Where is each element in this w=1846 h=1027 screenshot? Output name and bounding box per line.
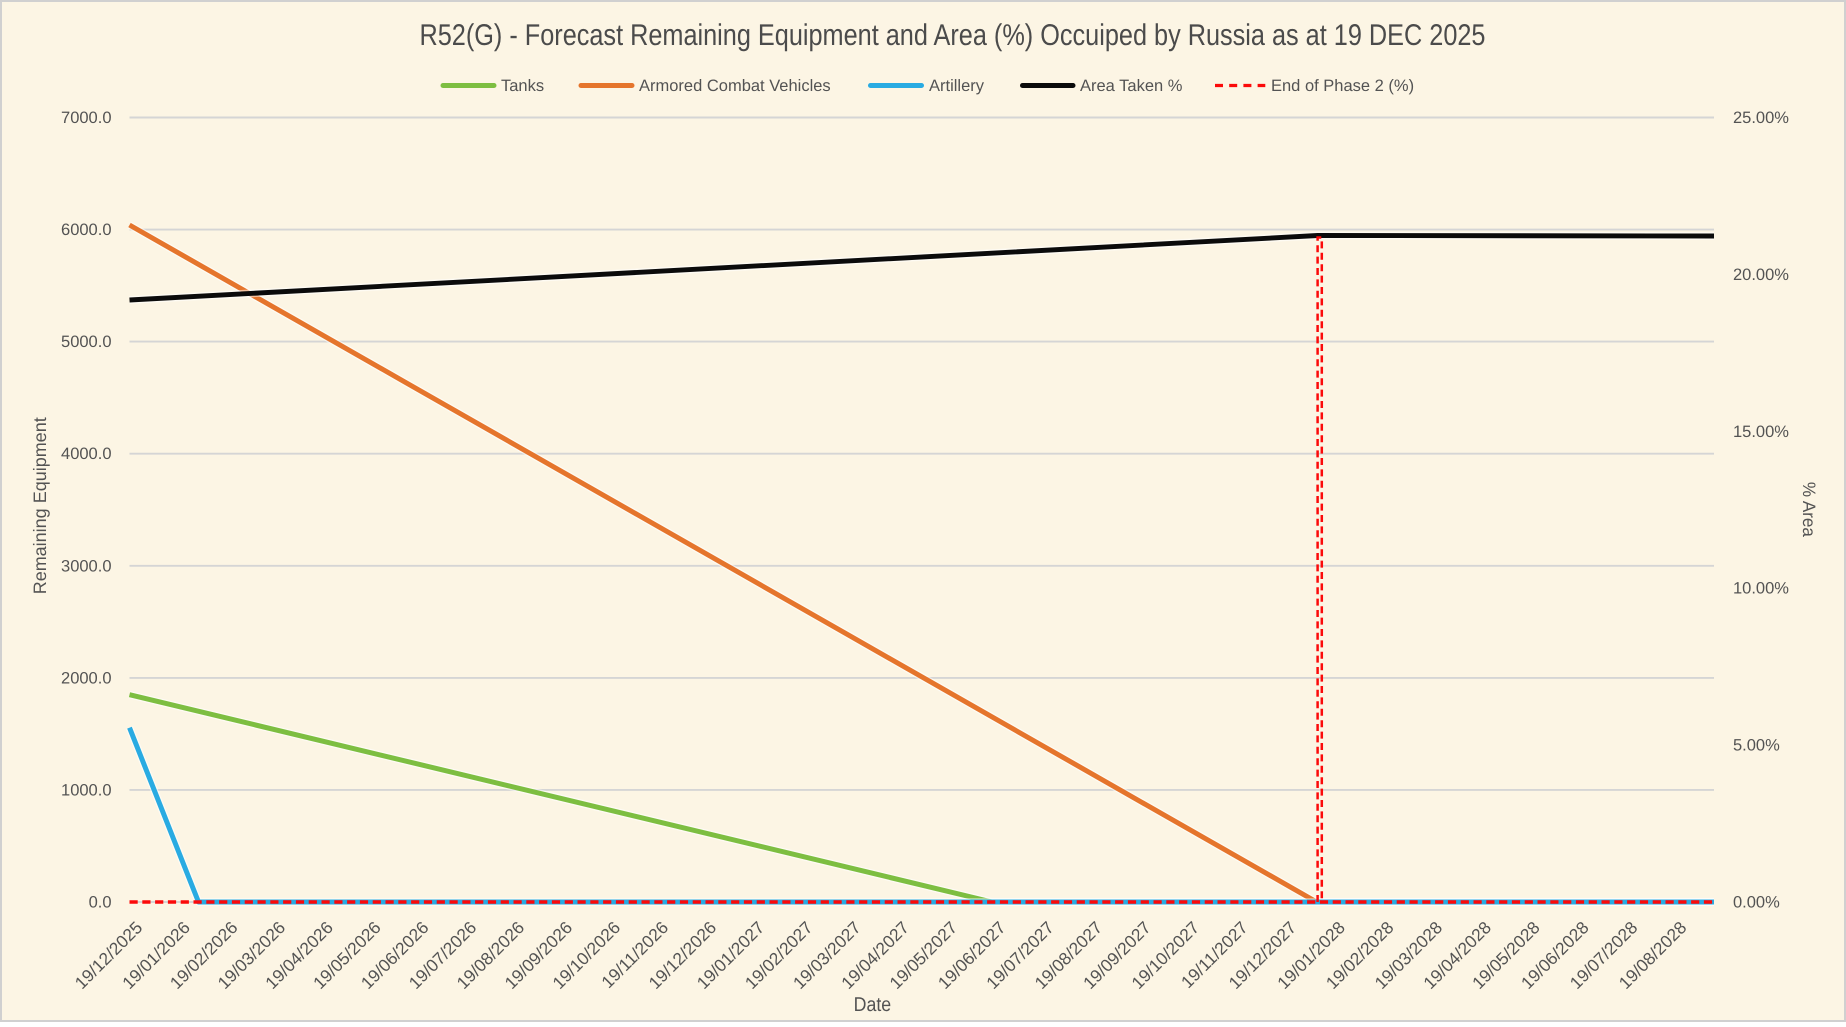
svg-text:Date: Date xyxy=(854,994,892,1016)
svg-text:25.00%: 25.00% xyxy=(1733,109,1789,127)
svg-text:0.00%: 0.00% xyxy=(1733,894,1780,912)
svg-text:Area Taken %: Area Taken % xyxy=(1080,77,1183,95)
svg-text:4000.0: 4000.0 xyxy=(61,445,111,463)
svg-text:End of Phase 2 (%): End of Phase 2 (%) xyxy=(1271,77,1414,95)
svg-text:% Area: % Area xyxy=(1799,482,1819,538)
svg-text:6000.0: 6000.0 xyxy=(61,221,111,239)
svg-text:5000.0: 5000.0 xyxy=(61,333,111,351)
svg-text:Armored Combat Vehicles: Armored Combat Vehicles xyxy=(639,77,831,95)
svg-text:R52(G) - Forecast Remaining Eq: R52(G) - Forecast Remaining Equipment an… xyxy=(420,19,1486,52)
svg-text:7000.0: 7000.0 xyxy=(61,109,111,127)
svg-text:20.00%: 20.00% xyxy=(1733,266,1789,284)
svg-text:Tanks: Tanks xyxy=(501,77,544,95)
svg-text:15.00%: 15.00% xyxy=(1733,423,1789,441)
svg-text:5.00%: 5.00% xyxy=(1733,737,1780,755)
svg-text:Artillery: Artillery xyxy=(929,77,985,95)
svg-text:0.0: 0.0 xyxy=(89,894,112,912)
svg-text:1000.0: 1000.0 xyxy=(61,781,111,799)
svg-text:3000.0: 3000.0 xyxy=(61,557,111,575)
svg-text:2000.0: 2000.0 xyxy=(61,669,111,687)
svg-text:Remaining Equipment: Remaining Equipment xyxy=(30,417,50,594)
svg-text:10.00%: 10.00% xyxy=(1733,580,1789,598)
